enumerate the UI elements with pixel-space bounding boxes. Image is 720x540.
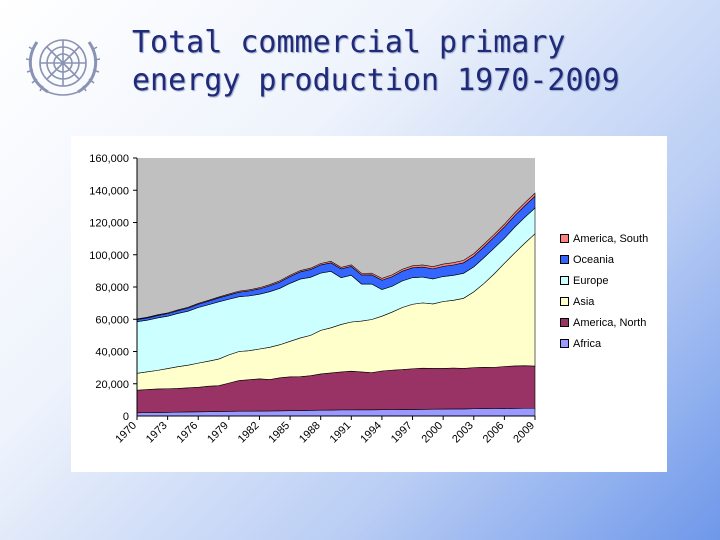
x-tick-label: 1970 [113,420,139,446]
legend-label: Europe [573,274,609,287]
x-tick-label: 1979 [205,420,231,446]
y-tick-label: 80,000 [95,282,129,294]
x-tick-label: 1991 [328,420,354,446]
y-tick-label: 0 [123,411,129,423]
x-tick-label: 2003 [450,420,476,446]
legend-label: America, North [573,316,647,329]
y-tick-label: 120,000 [89,218,129,230]
x-tick-label: 1973 [144,420,170,446]
legend-item-europe: Europe [560,270,666,291]
x-tick-label: 2009 [511,420,537,446]
area-series-america-south [136,192,536,320]
y-tick-label: 60,000 [95,314,129,326]
x-tick-label: 1988 [297,420,323,446]
legend-item-africa: Africa [560,333,666,354]
legend-item-america-south: America, South [560,228,666,249]
legend-label: America, South [573,232,649,245]
x-tick-label: 1985 [266,420,292,446]
x-tick-label: 1997 [389,420,415,446]
legend-swatch [560,318,569,327]
y-tick-label: 100,000 [89,250,129,262]
legend-label: Oceania [573,253,614,266]
slide-title: Total commercial primary energy producti… [132,24,620,100]
legend-label: Africa [573,337,602,350]
slide-title-line-1: Total commercial primary [132,25,566,60]
legend-item-america-north: America, North [560,312,666,333]
legend-item-asia: Asia [560,291,666,312]
legend-item-oceania: Oceania [560,249,666,270]
legend-swatch [560,234,569,243]
slide-title-line-2: energy production 1970-2009 [132,63,620,98]
y-tick-label: 40,000 [95,347,129,359]
legend-swatch [560,276,569,285]
x-tick-label: 2006 [481,420,507,446]
legend-label: Asia [573,295,595,308]
y-tick-label: 140,000 [89,185,129,197]
x-tick-label: 1994 [358,420,384,446]
y-tick-label: 20,000 [95,379,129,391]
stacked-area-chart: 0 20,000 40,000 60,000 80,000 100,000 120,000 1… [89,153,537,446]
legend-swatch [560,339,569,348]
x-tick-label: 1982 [236,420,262,446]
un-emblem-icon [25,39,101,96]
chart-panel: 0 20,000 40,000 60,000 80,000 100,000 120,000 1… [71,136,667,472]
legend-swatch [560,297,569,306]
legend-swatch [560,255,569,264]
x-tick-label: 2000 [419,420,445,446]
x-tick-label: 1976 [175,420,201,446]
y-tick-label: 160,000 [89,153,129,165]
chart-legend: America, South Oceania Europe Asia America, … [560,228,666,354]
